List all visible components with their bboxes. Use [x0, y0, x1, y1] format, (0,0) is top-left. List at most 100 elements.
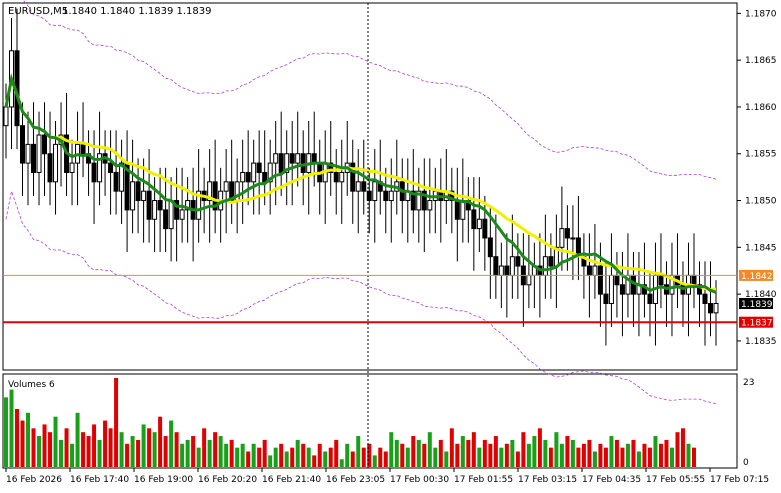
- volume-bar: [493, 436, 498, 467]
- candle-body: [42, 134, 48, 155]
- candle-body: [273, 153, 279, 164]
- price-tick-label: 1.1860: [745, 103, 777, 113]
- volume-bar: [130, 436, 135, 467]
- candle-body: [383, 190, 389, 202]
- price-tick-label: 1.1855: [745, 150, 777, 160]
- candle-body: [592, 265, 598, 276]
- candle-body: [36, 134, 42, 173]
- volume-bar: [614, 439, 619, 467]
- candle-body: [152, 200, 158, 220]
- volume-bar: [449, 428, 454, 467]
- candle-body: [300, 153, 306, 173]
- price-axis: 1.1870 1.1865 1.1860 1.1855 1.1850 1.1845 1.18…: [737, 9, 777, 347]
- volume-bar: [70, 443, 75, 467]
- candle-body: [658, 274, 664, 286]
- volume-bar: [433, 447, 438, 467]
- volume-bar: [389, 432, 394, 467]
- volume-bar: [202, 428, 207, 467]
- candle-body: [515, 256, 521, 267]
- price-tick-label: 1.1845: [745, 243, 777, 253]
- volume-bar: [686, 443, 691, 467]
- envelope-bands: [5, 0, 717, 405]
- volume-bar: [141, 424, 146, 467]
- candle-body: [163, 209, 169, 230]
- volume-bar: [455, 443, 460, 467]
- volume-bar: [521, 432, 526, 467]
- candle-body: [333, 171, 339, 183]
- time-axis: 16 Feb 2026 16 Feb 17:40 16 Feb 19:00 16 Fe…: [5, 468, 769, 485]
- volume-bar: [64, 428, 69, 467]
- volume-bar: [334, 439, 339, 467]
- candle-body: [361, 181, 367, 192]
- volume-bar: [504, 443, 509, 467]
- volume-bar: [691, 447, 696, 467]
- candle-body: [69, 162, 75, 173]
- candle-body: [207, 181, 213, 202]
- candle-body: [262, 171, 268, 183]
- candle-body: [146, 190, 152, 220]
- candle-body: [350, 162, 356, 192]
- volume-bar: [31, 428, 36, 467]
- price-tick-label: 1.1870: [745, 9, 777, 19]
- candle-body: [454, 200, 460, 220]
- volume-bar: [152, 432, 157, 467]
- volume-bar: [636, 451, 641, 467]
- time-tick-label: 17 Feb 07:15: [710, 475, 769, 485]
- candle-body: [328, 162, 334, 173]
- volume-bar: [422, 443, 427, 467]
- volume-bar: [268, 455, 273, 467]
- volume-bar: [37, 436, 42, 467]
- volume-bar: [592, 451, 597, 467]
- red-price-tag-text: 1.1837: [741, 319, 773, 329]
- volume-bar: [92, 424, 97, 467]
- candle-body: [691, 274, 697, 286]
- volume-bar: [240, 443, 245, 467]
- price-tick-label: 1.1840: [745, 290, 777, 300]
- candle-body: [240, 171, 246, 183]
- price-tick-label: 1.1835: [745, 337, 777, 347]
- volume-bar: [581, 443, 586, 467]
- candle-body: [509, 256, 515, 276]
- candle-body: [586, 265, 592, 276]
- volume-bar: [664, 439, 669, 467]
- volume-bar: [196, 447, 201, 467]
- time-tick-label: 17 Feb 04:35: [582, 475, 641, 485]
- volume-bar: [499, 447, 504, 467]
- candle-body: [3, 106, 9, 127]
- volume-bar: [460, 436, 465, 467]
- volume-bar: [565, 436, 570, 467]
- volume-bar: [97, 439, 102, 467]
- symbol-label: EURUSD,M5: [8, 6, 68, 17]
- volume-bar: [642, 443, 647, 467]
- volume-bar: [257, 447, 262, 467]
- candle-body: [542, 256, 548, 276]
- candle-body: [421, 190, 427, 211]
- volume-bar: [169, 420, 174, 467]
- candle-body: [141, 190, 147, 202]
- candle-body: [493, 256, 499, 276]
- candle-body: [251, 162, 257, 183]
- candle-body: [460, 200, 466, 220]
- candle-body: [619, 284, 625, 295]
- volume-panel-label: Volumes 6: [8, 380, 55, 390]
- volume-bar: [543, 439, 548, 467]
- volume-bar: [532, 436, 537, 467]
- volume-bar: [323, 451, 328, 467]
- volume-bar: [416, 439, 421, 467]
- volume-bar: [15, 408, 20, 467]
- volume-bar: [405, 447, 410, 467]
- volume-bar: [290, 447, 295, 467]
- volume-bar: [356, 436, 361, 467]
- volume-bar: [554, 432, 559, 467]
- candle-body: [702, 293, 708, 304]
- price-panel-frame: [2, 2, 738, 371]
- red-price-tag: 1.1837: [739, 316, 773, 329]
- candle-body: [229, 181, 235, 202]
- volume-bar: [147, 428, 152, 467]
- volume-bar: [400, 443, 405, 467]
- volume-bar: [213, 432, 218, 467]
- volume-bar: [174, 432, 179, 467]
- ma-fast-line: [4, 73, 717, 294]
